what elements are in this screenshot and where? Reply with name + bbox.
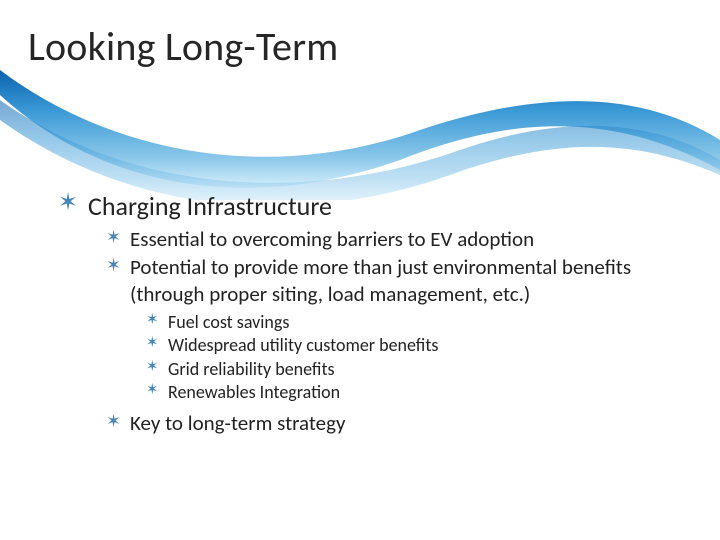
l3-text: Grid reliability benefits <box>168 358 335 381</box>
l3-item: ✶ Fuel cost savings <box>146 311 680 334</box>
star-bullet-icon: ✶ <box>106 254 120 277</box>
star-bullet-icon: ✶ <box>146 334 158 354</box>
l3-item: ✶ Widespread utility customer benefits <box>146 334 680 357</box>
l3-text: Fuel cost savings <box>168 311 289 334</box>
slide: Looking Long-Term ✶ Charging Infrastruct… <box>0 0 720 540</box>
l2-text: Essential to overcoming barriers to EV a… <box>130 226 534 252</box>
l2-text: Potential to provide more than just envi… <box>130 254 680 307</box>
l2-item: ✶ Essential to overcoming barriers to EV… <box>106 226 680 252</box>
l3-text: Renewables Integration <box>168 381 340 404</box>
l3-item: ✶ Renewables Integration <box>146 381 680 404</box>
l2-item: ✶ Potential to provide more than just en… <box>106 254 680 404</box>
l2-item: ✶ Key to long-term strategy <box>106 410 680 436</box>
star-bullet-icon: ✶ <box>106 226 120 249</box>
star-bullet-icon: ✶ <box>58 190 74 216</box>
star-bullet-icon: ✶ <box>146 358 158 378</box>
slide-title: Looking Long-Term <box>28 22 338 71</box>
bullet-list-level1: ✶ Charging Infrastructure ✶ Essential to… <box>58 190 680 437</box>
l3-item: ✶ Grid reliability benefits <box>146 358 680 381</box>
star-bullet-icon: ✶ <box>146 311 158 331</box>
bullet-list-level3: ✶ Fuel cost savings ✶ Widespread utility… <box>146 311 680 405</box>
star-bullet-icon: ✶ <box>146 381 158 401</box>
l3-text: Widespread utility customer benefits <box>168 334 438 357</box>
l2-text: Key to long-term strategy <box>130 410 346 436</box>
l1-text: Charging Infrastructure <box>88 190 332 222</box>
slide-body: ✶ Charging Infrastructure ✶ Essential to… <box>58 190 680 443</box>
l1-item: ✶ Charging Infrastructure ✶ Essential to… <box>58 190 680 437</box>
star-bullet-icon: ✶ <box>106 410 120 433</box>
bullet-list-level2: ✶ Essential to overcoming barriers to EV… <box>106 226 680 437</box>
